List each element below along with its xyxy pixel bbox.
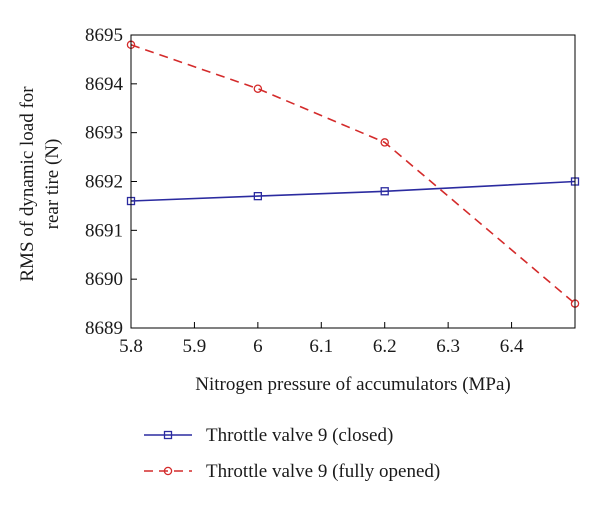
x-axis-label: Nitrogen pressure of accumulators (MPa) <box>195 374 511 395</box>
x-tick-label: 5.8 <box>119 336 143 357</box>
legend: Throttle valve 9 (closed) Throttle valve… <box>144 425 440 482</box>
x-tick-label: 6.2 <box>373 336 397 357</box>
ticks-layer: 5.8 5.9 6 6.1 6.2 6.3 6.4 8689 8690 8691 8692 8693 8… <box>85 25 524 357</box>
y-axis-label-line-2: rear tire (N) <box>42 139 63 230</box>
x-tick-label: 6.3 <box>436 336 460 357</box>
y-tick-label: 8693 <box>85 123 123 144</box>
data-point-marker <box>253 84 263 93</box>
legend-label-fully-opened: Throttle valve 9 (fully opened) <box>206 461 440 482</box>
data-point-marker <box>380 138 389 147</box>
legend-marker-closed <box>163 430 173 440</box>
x-tick-label: 6.1 <box>309 336 333 357</box>
legend-marker-fully-opened <box>163 466 173 476</box>
legend-label-closed: Throttle valve 9 (closed) <box>206 425 393 446</box>
y-axis-label-line-1: RMS of dynamic load for <box>17 86 38 282</box>
y-tick-label: 8689 <box>85 318 123 339</box>
y-tick-label: 8695 <box>85 25 123 46</box>
y-tick-label: 8694 <box>85 74 124 95</box>
legend-item-closed: Throttle valve 9 (closed) <box>144 425 393 446</box>
y-tick-label: 8691 <box>85 220 123 241</box>
x-tick-label: 5.9 <box>183 336 207 357</box>
data-point-marker <box>380 187 389 196</box>
x-tick-label: 6.4 <box>500 336 524 357</box>
plot-frame <box>130 34 576 329</box>
y-tick-label: 8692 <box>85 172 123 193</box>
legend-item-fully-opened: Throttle valve 9 (fully opened) <box>144 461 440 482</box>
series-line-1 <box>130 44 576 305</box>
data-point-marker <box>253 191 263 201</box>
series-line-0 <box>130 180 576 202</box>
series-layer <box>126 40 580 308</box>
y-tick-label: 8690 <box>85 269 123 290</box>
x-tick-label: 6 <box>253 336 263 357</box>
